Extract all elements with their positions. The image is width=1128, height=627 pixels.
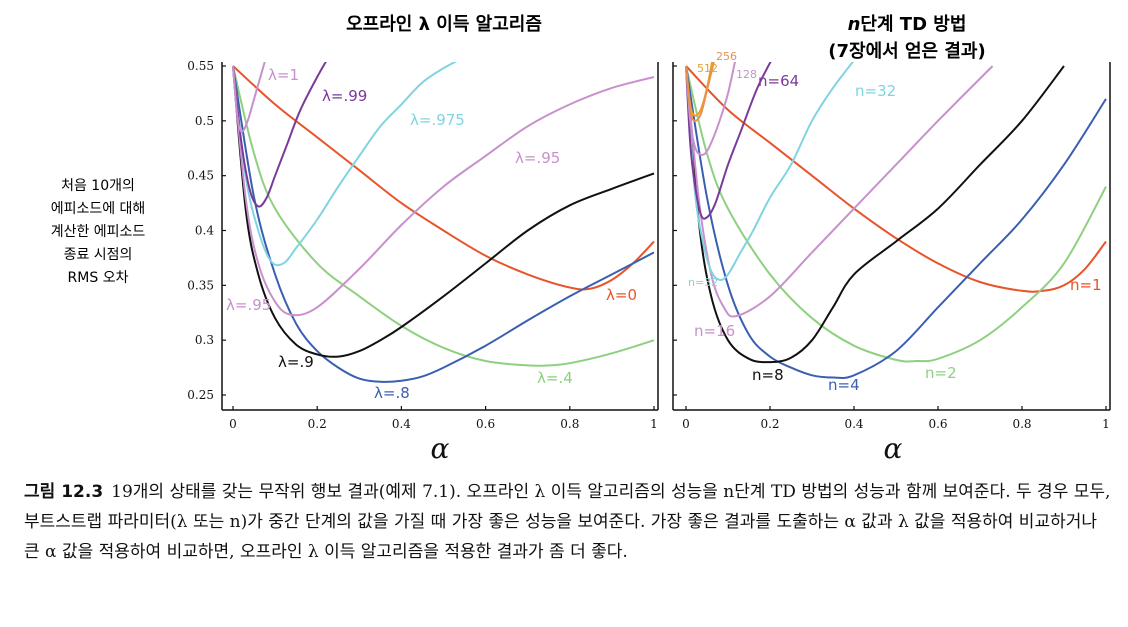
right-series-label-10: n=1	[1070, 276, 1102, 294]
ylabel-line-5: RMS 오차	[68, 270, 129, 286]
right-xtick-label: 0.8	[1012, 417, 1031, 431]
left-series-line-7	[232, 62, 266, 133]
left-xtick-label: 0.4	[392, 417, 411, 431]
right-xtick-label: 1	[1102, 417, 1110, 431]
left-xtick-label: 1	[650, 417, 658, 431]
right-series-label-2: 128	[736, 68, 757, 81]
left-series-line-6	[232, 62, 327, 208]
left-ytick-label: 0.3	[195, 333, 214, 347]
right-panel: n단계 TD 방법 (7장에서 얻은 결과) 0 0.2 0.4 0.6 0.8 1 51…	[672, 14, 1111, 465]
right-series-line-0	[685, 65, 1107, 293]
left-ytick-label: 0.55	[187, 59, 214, 73]
left-series-line-0	[232, 65, 655, 291]
ylabel-line-1: 처음 10개의	[61, 178, 135, 194]
figure-caption: 그림 12.3 19개의 상태를 갖는 무작위 행보 결과(예제 7.1). 오프…	[24, 477, 1114, 567]
right-xtick-label: 0	[682, 417, 690, 431]
right-x-axis-label: α	[884, 432, 903, 465]
right-series-label-8: n=4	[828, 376, 860, 394]
right-panel-title: n단계 TD 방법	[848, 14, 967, 35]
ylabel-line-4: 종료 시점의	[64, 247, 133, 263]
left-panel-title: 오프라인 λ 이득 알고리즘	[346, 14, 542, 35]
right-series-line-4	[685, 65, 994, 318]
left-ytick-label: 0.45	[187, 169, 214, 183]
left-series-label-8: λ=.4	[537, 369, 573, 387]
left-series-label-4: λ=0	[606, 286, 637, 304]
left-series-label-3: λ=.95	[515, 149, 560, 167]
right-series-label-3: n=64	[758, 72, 799, 90]
right-series-label-6: n=16	[694, 322, 735, 340]
left-ytick-label: 0.25	[187, 388, 214, 402]
left-series-line-2	[232, 65, 655, 383]
left-series-line-4	[232, 65, 655, 317]
left-panel: 오프라인 λ 이득 알고리즘 0.25 0.3 0.35 0.4 0.45 0.5 0.55…	[187, 14, 659, 465]
left-series-label-2: λ=.975	[410, 111, 465, 129]
right-panel-subtitle: (7장에서 얻은 결과)	[828, 41, 985, 62]
right-series-line-6	[685, 62, 772, 220]
right-series-line-1	[685, 65, 1107, 363]
caption-text: 19개의 상태를 갖는 무작위 행보 결과(예제 7.1). 오프라인 λ 이득…	[24, 482, 1111, 562]
ylabel-line-3: 계산한 에피소드	[51, 224, 146, 240]
right-series-label-4: n=32	[855, 82, 896, 100]
left-series-label-6: λ=.9	[278, 353, 314, 371]
left-xtick-label: 0.8	[560, 417, 579, 431]
left-series-label-1: λ=.99	[322, 87, 367, 105]
right-series-line-5	[685, 62, 855, 281]
left-xtick-label: 0.6	[476, 417, 495, 431]
right-series-line-9	[685, 62, 715, 122]
right-xtick-label: 0.4	[844, 417, 863, 431]
left-series-label-0: λ=1	[268, 66, 299, 84]
right-series-line-2	[685, 65, 1107, 380]
right-series-label-1: 256	[716, 50, 737, 63]
right-series-label-0: 512	[697, 62, 718, 75]
left-series-line-3	[232, 65, 655, 358]
left-xtick-label: 0.2	[308, 417, 327, 431]
y-axis-title: 처음 10개의 에피소드에 대해 계산한 에피소드 종료 시점의 RMS 오차	[51, 178, 146, 286]
right-xtick-label: 0.2	[760, 417, 779, 431]
left-x-axis-label: α	[431, 432, 450, 465]
left-series-label-5: λ=.95	[226, 296, 271, 314]
left-series-line-1	[232, 65, 655, 367]
right-series-label-7: n=8	[752, 366, 784, 384]
figure-charts: 오프라인 λ 이득 알고리즘 0.25 0.3 0.35 0.4 0.45 0.5 0.55…	[51, 14, 1111, 465]
right-xtick-label: 0.6	[928, 417, 947, 431]
left-series-label-7: λ=.8	[374, 384, 410, 402]
left-ytick-label: 0.35	[187, 278, 214, 292]
ylabel-line-2: 에피소드에 대해	[51, 201, 146, 217]
left-series-line-5	[232, 62, 458, 267]
right-series-label-5: n=32	[688, 276, 718, 289]
left-xtick-label: 0	[229, 417, 237, 431]
figure-label: 그림 12.3	[24, 482, 104, 502]
right-series-line-3	[685, 65, 1065, 364]
right-series-line-7	[685, 62, 736, 156]
left-ytick-label: 0.4	[195, 224, 214, 238]
right-series-label-9: n=2	[925, 364, 957, 382]
left-ytick-label: 0.5	[195, 114, 214, 128]
